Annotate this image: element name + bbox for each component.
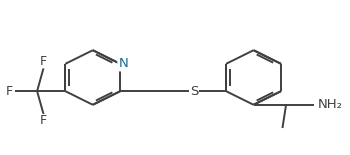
Text: F: F: [40, 55, 47, 68]
Text: N: N: [118, 57, 128, 70]
Text: NH₂: NH₂: [318, 98, 343, 111]
Text: F: F: [5, 85, 13, 98]
Text: S: S: [190, 85, 198, 98]
Text: F: F: [40, 114, 47, 127]
